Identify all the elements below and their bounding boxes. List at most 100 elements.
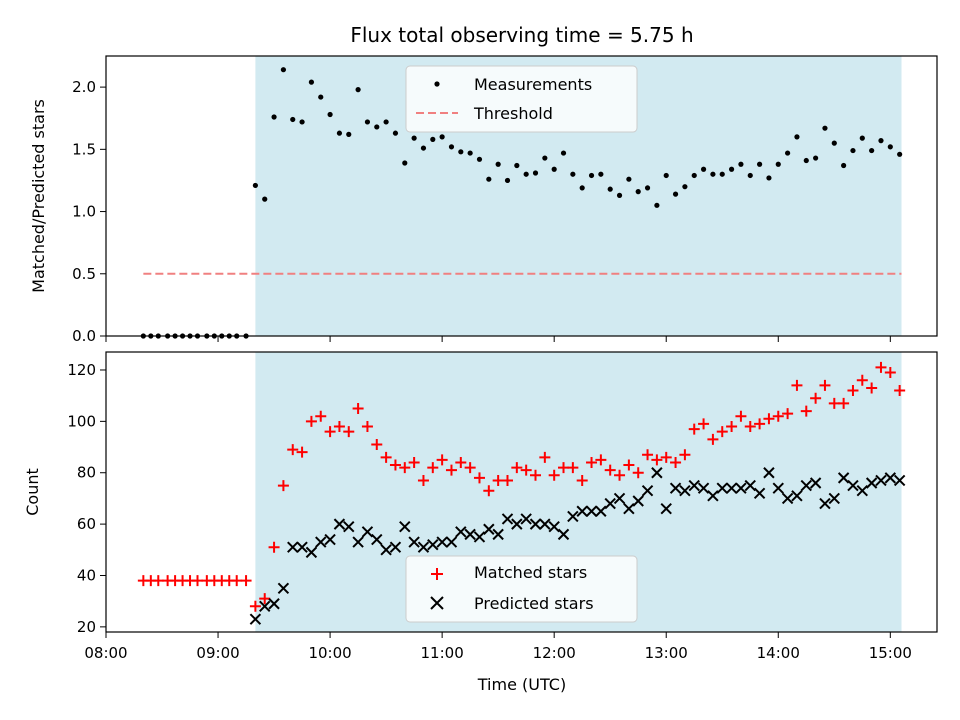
matched-star-point bbox=[352, 403, 364, 415]
predicted-star-point bbox=[688, 479, 700, 492]
matched-star-point bbox=[567, 462, 579, 474]
predicted-star-point bbox=[809, 477, 822, 489]
measurement-point bbox=[887, 144, 893, 150]
predicted-star-point bbox=[837, 472, 850, 484]
measurement-point bbox=[691, 172, 697, 179]
matched-star-point bbox=[754, 418, 766, 430]
matched-star-point bbox=[231, 575, 243, 587]
measurement-point bbox=[663, 172, 669, 179]
measurement-point bbox=[700, 166, 707, 172]
matched-star-point bbox=[744, 420, 756, 432]
predicted-star-point bbox=[707, 490, 719, 502]
predicted-star-point bbox=[819, 497, 831, 510]
matched-star-point bbox=[558, 462, 570, 474]
bottom-x-ticks: 08:00 09:00 10:00 11:00 12:00 13:00 14:00 15:00 bbox=[84, 632, 912, 662]
bottom-predicted-points bbox=[249, 467, 906, 625]
predicted-star-point bbox=[567, 510, 579, 523]
x-tick-label: 08:00 bbox=[84, 644, 127, 662]
y-tick-label: 60 bbox=[77, 515, 96, 533]
predicted-star-point bbox=[753, 487, 766, 499]
predicted-star-point bbox=[520, 513, 532, 525]
matched-star-point bbox=[464, 462, 476, 474]
predicted-star-point bbox=[828, 492, 840, 505]
matched-star-point bbox=[828, 397, 840, 409]
predicted-star-point bbox=[464, 528, 476, 541]
measurement-point bbox=[542, 155, 548, 161]
bottom-y-ticks: 20 40 60 80 100 120 bbox=[67, 361, 106, 636]
matched-star-point bbox=[361, 420, 373, 432]
predicted-star-point bbox=[893, 474, 906, 487]
legend-measurements-label: Measurements bbox=[474, 75, 592, 94]
measurement-point bbox=[262, 196, 268, 202]
predicted-star-point bbox=[371, 533, 383, 546]
predicted-star-point bbox=[511, 518, 523, 530]
matched-star-point bbox=[623, 459, 635, 471]
predicted-star-point bbox=[249, 613, 262, 625]
measurement-point bbox=[514, 162, 520, 169]
matched-star-point bbox=[856, 374, 868, 386]
predicted-star-point bbox=[380, 544, 392, 556]
predicted-star-point bbox=[529, 518, 542, 530]
matched-star-point bbox=[763, 413, 775, 425]
legend-predicted-label: Predicted stars bbox=[474, 594, 594, 613]
matched-star-point bbox=[315, 410, 327, 422]
measurement-point bbox=[654, 202, 660, 208]
matched-star-point bbox=[642, 449, 654, 461]
matched-star-point bbox=[305, 415, 317, 427]
measurement-point bbox=[897, 151, 903, 157]
measurement-point bbox=[383, 119, 389, 125]
matched-star-point bbox=[716, 426, 728, 438]
measurement-point bbox=[682, 184, 688, 190]
predicted-star-point bbox=[669, 482, 682, 494]
measurement-point bbox=[392, 130, 399, 136]
bottom-y-axis-label: Count bbox=[23, 468, 42, 516]
measurement-point bbox=[607, 186, 613, 192]
predicted-star-point bbox=[539, 518, 551, 530]
legend-predicted-marker bbox=[430, 596, 444, 610]
matched-star-point bbox=[651, 454, 663, 466]
measurement-point bbox=[495, 161, 501, 167]
x-tick-label: 10:00 bbox=[308, 644, 351, 662]
predicted-star-point bbox=[576, 505, 588, 517]
bottom-legend-box bbox=[405, 555, 638, 623]
predicted-star-point bbox=[744, 479, 756, 492]
measurement-point bbox=[756, 161, 763, 167]
predicted-star-point bbox=[343, 520, 355, 533]
y-tick-label: 2.0 bbox=[72, 78, 96, 96]
matched-star-point bbox=[324, 426, 336, 438]
predicted-star-point bbox=[305, 546, 318, 559]
predicted-star-point bbox=[585, 505, 598, 517]
matched-star-point bbox=[483, 485, 495, 497]
predicted-star-point bbox=[856, 485, 869, 497]
matched-star-point bbox=[698, 418, 710, 430]
measurement-point bbox=[803, 157, 809, 164]
measurement-point bbox=[290, 116, 296, 123]
measurement-point bbox=[878, 138, 884, 144]
matched-star-point bbox=[688, 423, 700, 435]
matched-star-point bbox=[614, 469, 626, 481]
matched-star-point bbox=[530, 469, 542, 481]
matched-star-point bbox=[810, 392, 822, 404]
matched-star-point bbox=[417, 474, 429, 486]
top-y-axis-label: Matched/Predicted stars bbox=[29, 99, 48, 293]
measurement-point bbox=[467, 150, 473, 156]
predicted-star-point bbox=[408, 536, 420, 548]
matched-star-point bbox=[333, 420, 345, 432]
y-tick-label: 1.5 bbox=[72, 140, 96, 158]
predicted-star-point bbox=[473, 531, 486, 543]
measurement-point bbox=[766, 175, 772, 181]
measurement-point bbox=[672, 191, 679, 197]
measurement-point bbox=[728, 166, 735, 172]
top-x-ticks bbox=[105, 336, 891, 342]
matched-star-point bbox=[427, 462, 439, 474]
matched-star-point bbox=[380, 451, 392, 463]
matched-star-point bbox=[371, 438, 383, 450]
predicted-star-point bbox=[800, 479, 812, 492]
predicted-star-point bbox=[660, 502, 672, 515]
predicted-star-point bbox=[772, 482, 784, 494]
predicted-star-point bbox=[492, 528, 504, 541]
matched-star-point bbox=[268, 541, 280, 553]
measurement-point bbox=[598, 171, 604, 177]
predicted-star-point bbox=[791, 490, 803, 502]
